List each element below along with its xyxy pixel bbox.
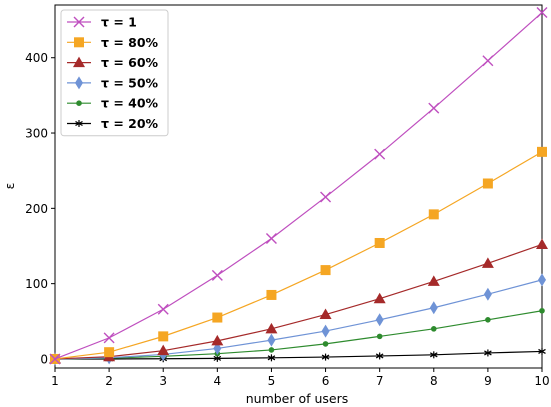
data-point: [267, 354, 276, 362]
data-point: [103, 332, 115, 344]
legend-label: τ = 40%: [101, 96, 159, 111]
data-point: [320, 265, 331, 276]
x-tick-label: 1: [51, 374, 59, 388]
data-point: [374, 237, 385, 248]
data-point: [483, 287, 492, 301]
data-point: [430, 326, 437, 332]
data-point: [485, 317, 491, 323]
x-tick-label: 3: [159, 374, 167, 388]
data-point: [158, 331, 169, 342]
legend: τ = 1 τ = 80% τ = 60% τ = 50% τ = 40% τ = 20%: [60, 9, 169, 137]
legend-label: τ = 60%: [101, 55, 159, 70]
legend-marker: [75, 76, 83, 90]
data-point: [157, 303, 169, 315]
legend-item: τ = 50%: [67, 75, 159, 90]
data-point: [376, 333, 383, 340]
x-axis-label: number of users: [246, 391, 349, 406]
data-point: [265, 232, 277, 244]
data-point: [104, 347, 115, 358]
data-point: [321, 324, 330, 338]
x-tick-label: 10: [534, 374, 549, 388]
data-point: [429, 301, 438, 315]
data-point: [265, 322, 278, 334]
data-point: [428, 102, 440, 114]
legend-label: τ = 80%: [101, 35, 159, 50]
legend-item: τ = 1: [67, 15, 137, 30]
legend-item: τ = 60%: [67, 55, 159, 70]
data-point: [481, 257, 494, 268]
series-3: [49, 238, 548, 364]
y-tick-label: 300: [25, 127, 48, 141]
data-point: [427, 275, 440, 286]
data-point: [537, 146, 547, 157]
series-line: [54, 243, 543, 360]
y-axis-label: ε: [2, 183, 17, 190]
data-point: [536, 7, 548, 19]
x-tick-label: 8: [430, 374, 438, 388]
x-tick-label: 2: [105, 374, 113, 388]
y-tick-label: 100: [25, 277, 48, 291]
data-point: [539, 307, 545, 314]
legend-label: τ = 50%: [101, 75, 159, 90]
legend-marker: [76, 100, 82, 106]
data-point: [157, 344, 170, 356]
series-line: [54, 12, 543, 360]
legend-marker: [73, 16, 85, 28]
data-point: [538, 347, 546, 355]
data-point: [267, 333, 276, 347]
data-point: [375, 352, 384, 360]
data-point: [322, 341, 329, 347]
legend-box: [60, 9, 169, 137]
data-point: [482, 178, 493, 189]
data-point: [212, 312, 223, 323]
series-line: [55, 350, 543, 360]
y-tick-label: 400: [25, 51, 48, 65]
data-point: [482, 55, 494, 67]
data-point: [373, 292, 386, 304]
data-point: [320, 191, 332, 203]
legend-marker: [75, 120, 83, 127]
legend-item: τ = 80%: [67, 35, 159, 50]
legend-marker: [74, 37, 84, 48]
legend-label: τ = 1: [101, 15, 137, 30]
x-tick-label: 4: [214, 374, 222, 388]
data-point: [538, 273, 546, 287]
series-line: [54, 310, 543, 360]
series-line: [54, 279, 543, 360]
data-point: [319, 308, 332, 320]
legend-item: τ = 40%: [67, 96, 159, 111]
data-point: [484, 349, 492, 357]
data-point: [536, 238, 548, 249]
data-point: [268, 347, 275, 353]
series-4: [51, 273, 546, 366]
data-point: [374, 148, 386, 160]
series-1: [49, 7, 548, 365]
legend-marker: [73, 56, 85, 68]
x-tick-label: 7: [376, 374, 384, 388]
data-point: [375, 313, 384, 327]
data-point: [211, 334, 224, 346]
data-point: [429, 351, 438, 359]
data-point: [428, 209, 439, 220]
axes-frame: [54, 4, 543, 369]
x-tick-label: 6: [322, 374, 330, 388]
data-point: [266, 289, 277, 300]
y-tick-label: 200: [25, 202, 48, 216]
legend-item: τ = 20%: [67, 116, 159, 131]
x-tick-label: 5: [268, 374, 276, 388]
x-tick-label: 9: [484, 374, 492, 388]
data-point: [211, 269, 223, 281]
data-point: [321, 353, 330, 361]
y-tick-label: 0: [40, 352, 48, 366]
data-point: [49, 353, 61, 365]
series-2: [50, 146, 547, 364]
legend-label: τ = 20%: [101, 116, 159, 131]
series-line: [54, 151, 543, 360]
